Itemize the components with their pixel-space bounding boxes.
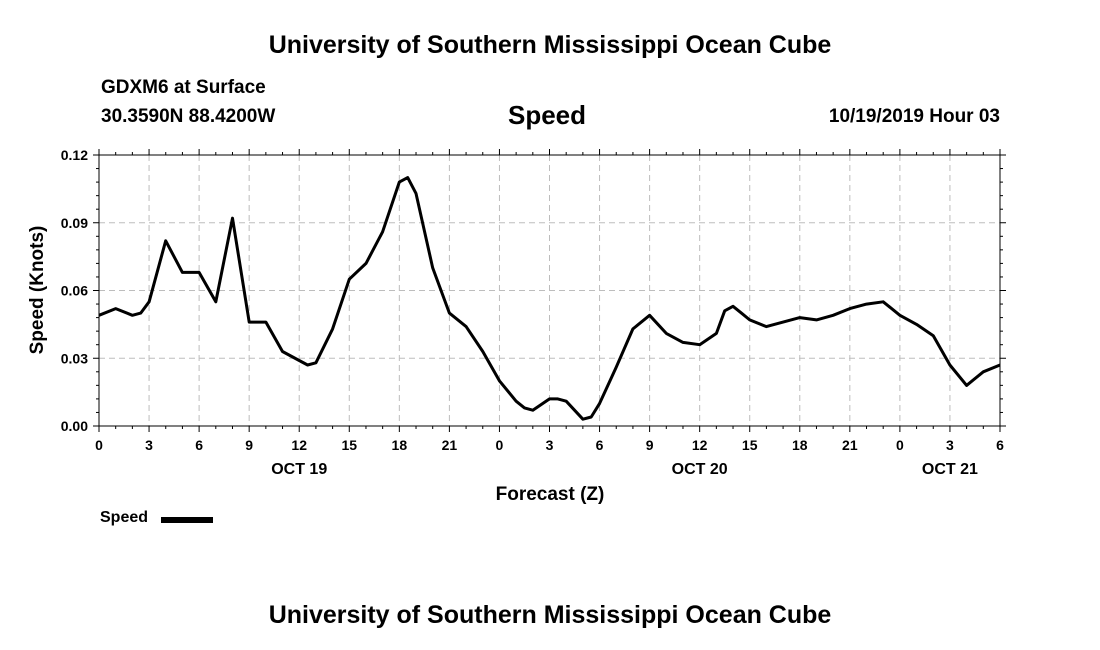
- legend-line-swatch: [161, 517, 213, 523]
- y-tick-label: 0.09: [61, 215, 88, 231]
- x-tick-label: 12: [291, 437, 307, 453]
- valid-time-label: 10/19/2019 Hour 03: [828, 106, 1000, 127]
- x-tick-label: 0: [896, 437, 904, 453]
- location-label: 30.3590N 88.4200W: [101, 106, 276, 127]
- y-tick-labels: 0.00 0.03 0.06 0.09 0.12: [61, 147, 88, 434]
- x-tick-label: 15: [341, 437, 357, 453]
- x-tick-label: 6: [195, 437, 203, 453]
- date-label: OCT 21: [922, 461, 978, 478]
- x-tick-label: 21: [442, 437, 458, 453]
- x-tick-label: 3: [546, 437, 554, 453]
- x-tick-label: 0: [496, 437, 504, 453]
- chart-title-bottom: University of Southern Mississippi Ocean…: [268, 601, 832, 629]
- x-tick-label: 3: [145, 437, 153, 453]
- x-tick-label: 6: [596, 437, 604, 453]
- x-axis-title: Forecast (Z): [496, 484, 605, 505]
- legend-label: Speed: [100, 509, 149, 526]
- variable-title: Speed: [508, 100, 587, 130]
- axis-ticks: [93, 149, 1006, 432]
- x-tick-label: 3: [946, 437, 954, 453]
- date-label: OCT 20: [672, 461, 728, 478]
- x-tick-label: 6: [996, 437, 1004, 453]
- chart-title-top: University of Southern Mississippi Ocean…: [268, 31, 832, 59]
- x-tick-label: 0: [95, 437, 103, 453]
- x-tick-label: 18: [792, 437, 808, 453]
- y-axis-title: Speed (Knots): [27, 226, 48, 355]
- date-labels: OCT 19 OCT 20 OCT 21: [271, 461, 978, 478]
- x-tick-label: 9: [646, 437, 654, 453]
- x-tick-label: 18: [392, 437, 408, 453]
- series: [98, 176, 1001, 421]
- x-tick-label: 15: [742, 437, 758, 453]
- date-label: OCT 19: [271, 461, 327, 478]
- x-tick-label: 9: [245, 437, 253, 453]
- speed-series-line: [98, 176, 1001, 421]
- y-tick-label: 0.03: [61, 350, 88, 366]
- model-label: GDXM6 at Surface: [101, 77, 266, 98]
- y-tick-label: 0.00: [61, 418, 88, 434]
- y-tick-label: 0.06: [61, 283, 88, 299]
- grid: [99, 155, 1000, 426]
- x-tick-label: 12: [692, 437, 708, 453]
- y-tick-label: 0.12: [61, 147, 88, 163]
- x-tick-label: 21: [842, 437, 858, 453]
- x-tick-labels: 0 3 6 9 12 15 18 21 0 3 6 9 12 15 18 21 0 3 6: [95, 437, 1004, 453]
